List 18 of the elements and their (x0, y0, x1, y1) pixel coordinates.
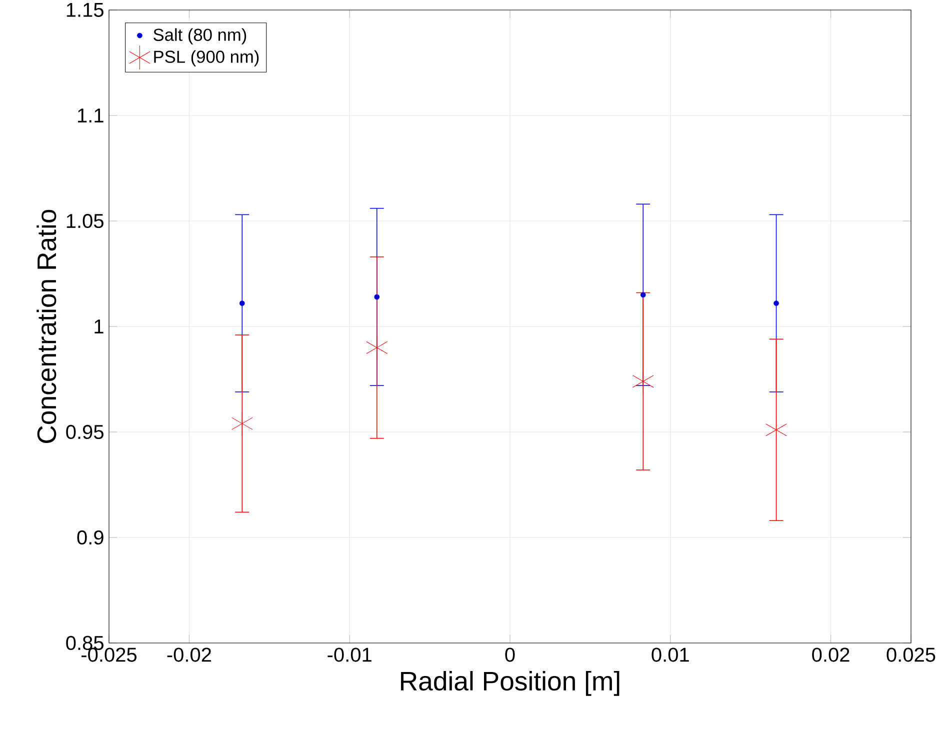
x-tick-label: 0.01 (652, 648, 689, 662)
x-tick-label: 0.02 (812, 648, 850, 662)
y-axis-title: Concentration Ratio (36, 210, 56, 443)
y-tick-label: 1.1 (78, 108, 104, 122)
y-tick-label: 1.05 (66, 214, 104, 228)
x-axis-title: Radial Position [m] (401, 671, 620, 696)
x-tick-label: -0.01 (328, 648, 372, 662)
x-tick-label: -0.02 (167, 648, 211, 662)
x-tick-label: 0.025 (886, 648, 936, 662)
y-tick-label: 1.15 (66, 3, 104, 17)
x-tick-label: 0 (505, 648, 515, 662)
legend-label: Salt (80 nm) (154, 28, 246, 44)
legend-label: PSL (900 nm) (154, 50, 259, 66)
y-tick-label: 0.85 (66, 636, 104, 650)
y-tick-label: 0.9 (77, 530, 104, 545)
y-tick-label: 1 (94, 320, 104, 334)
y-tick-label: 0.95 (66, 424, 104, 440)
x-tick-label: -0.025 (82, 648, 137, 662)
